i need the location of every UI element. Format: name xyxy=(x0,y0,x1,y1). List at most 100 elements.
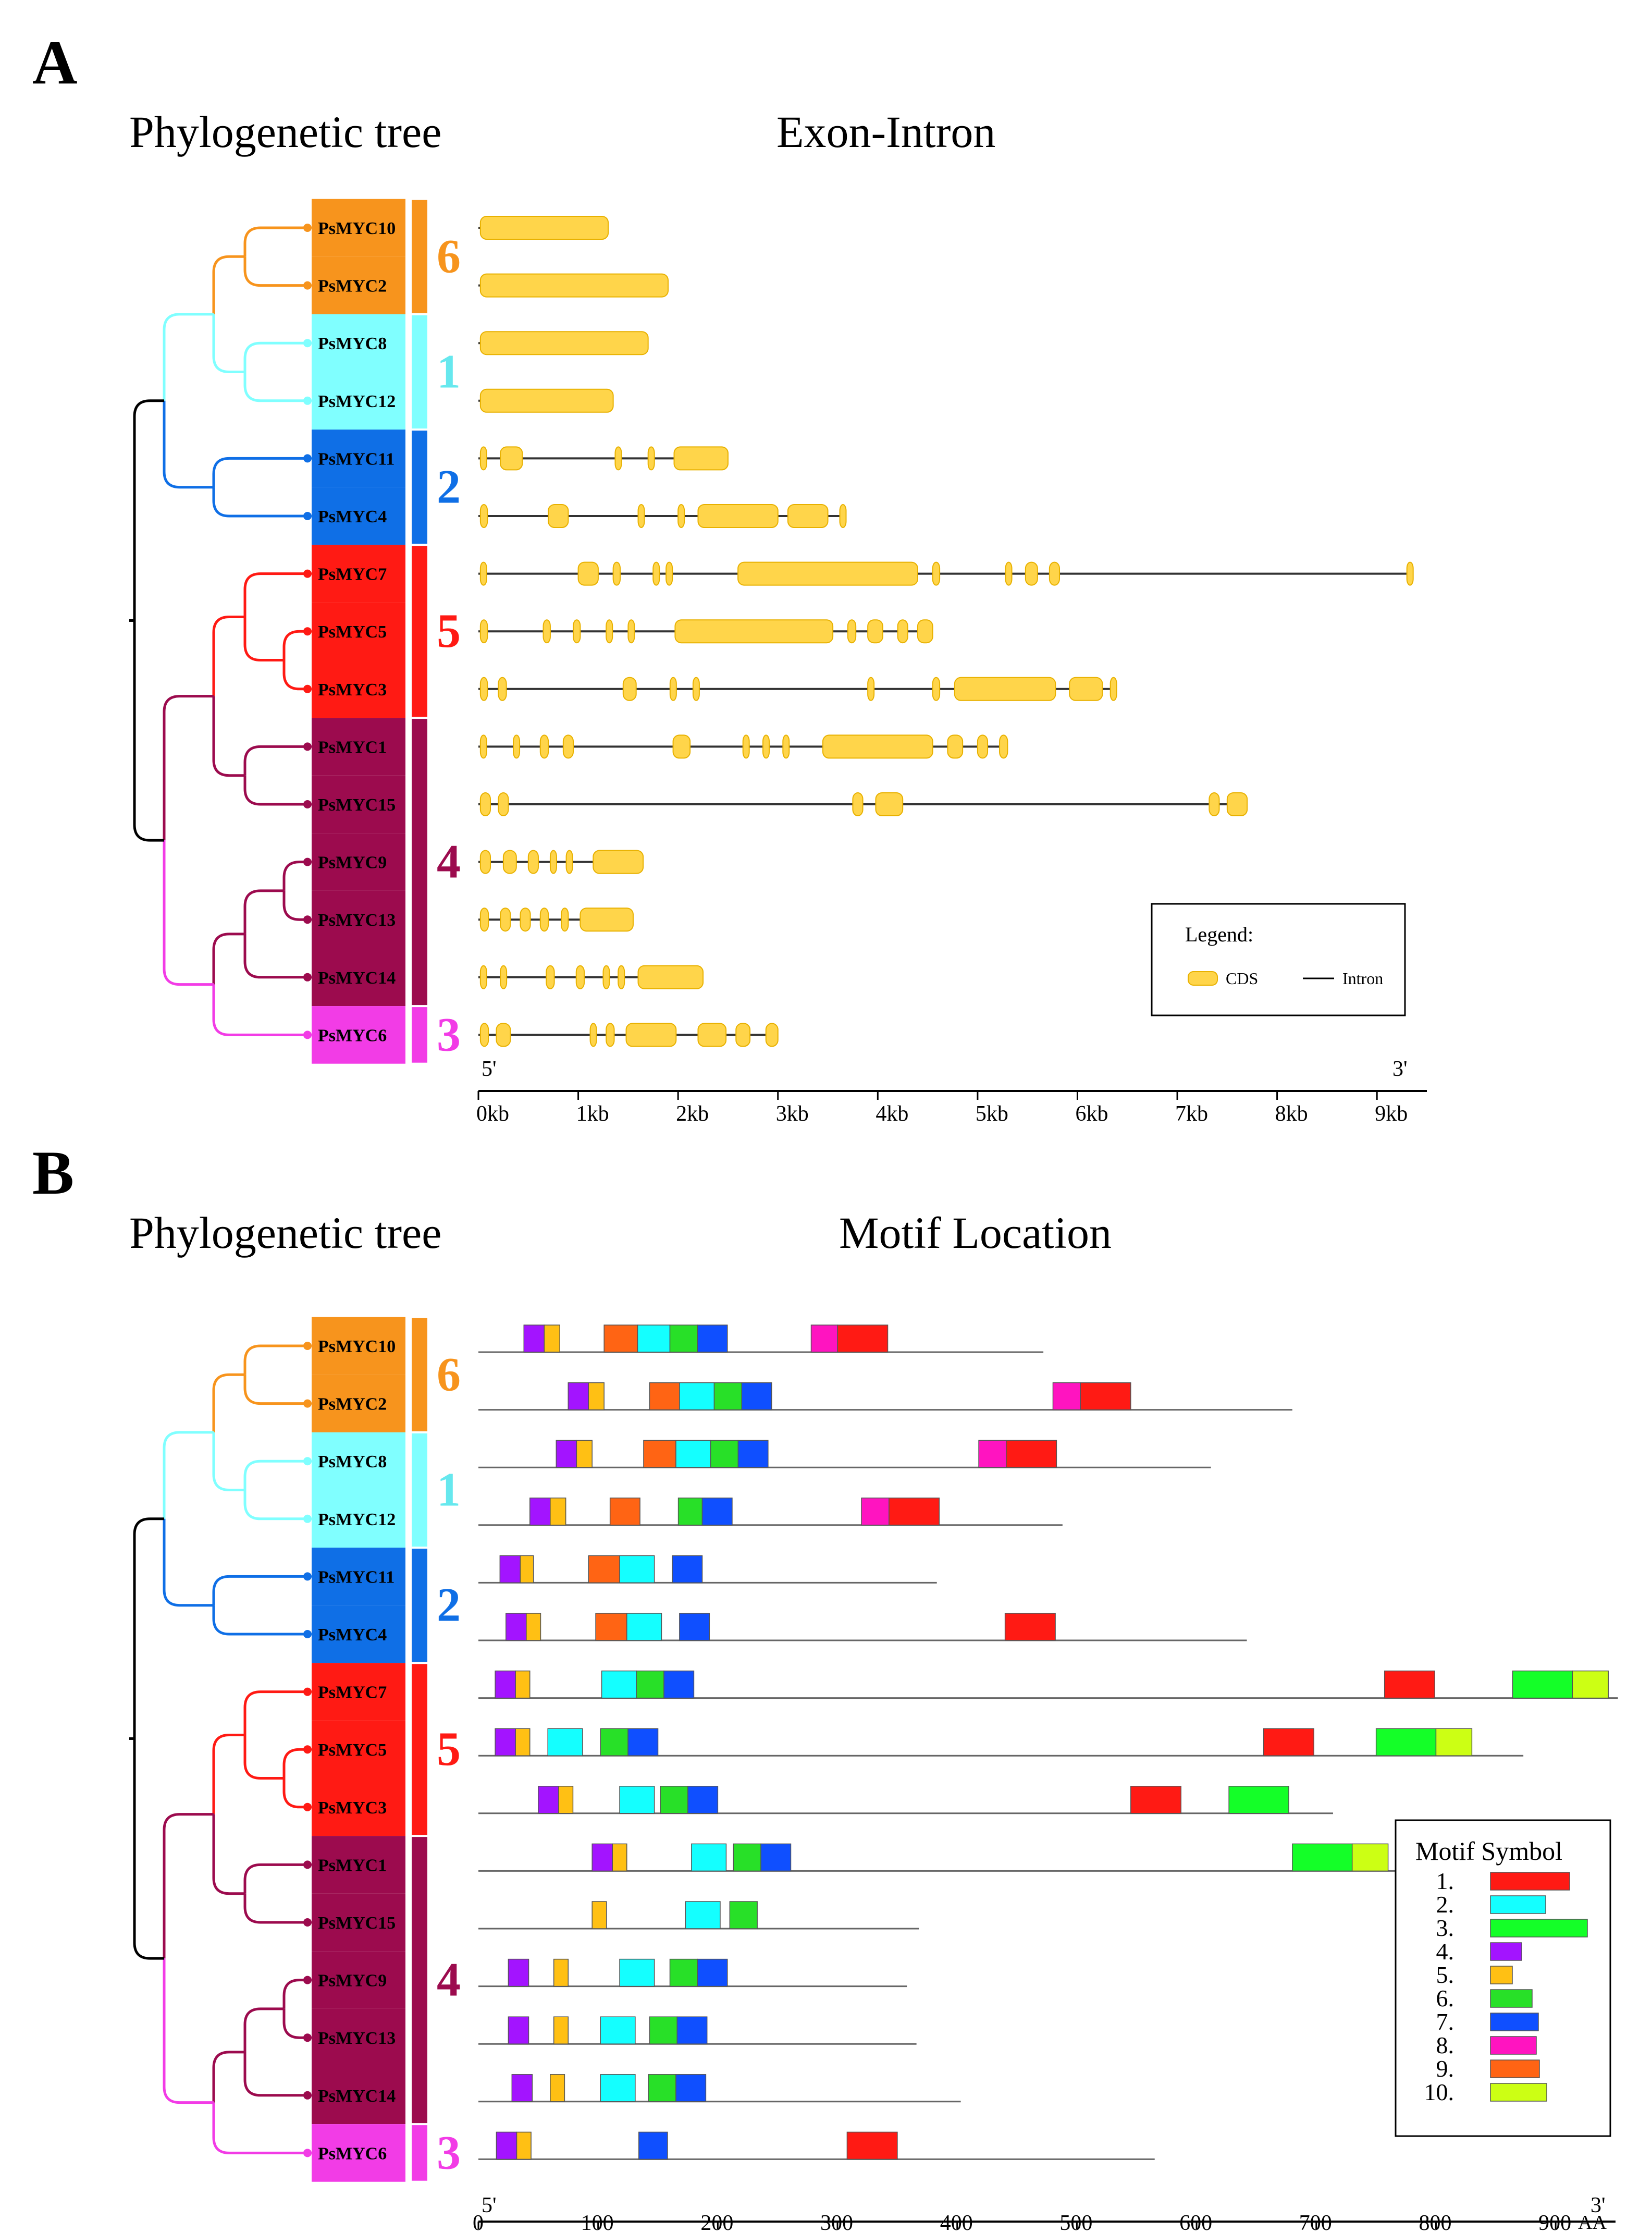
motif-track-row xyxy=(478,2074,961,2103)
motif-legend-swatch xyxy=(1490,2013,1539,2031)
motif-5-box xyxy=(576,1440,593,1468)
tree-branch xyxy=(163,840,214,986)
cds-exon xyxy=(735,1023,751,1047)
tree-leaf-node xyxy=(303,800,312,808)
gene-label-box xyxy=(312,1893,405,1952)
tree-branch xyxy=(243,1735,284,1780)
motif-4-box xyxy=(495,1728,516,1756)
cds-exon xyxy=(539,907,549,932)
group-number: 2 xyxy=(437,1578,461,1632)
tree-branch xyxy=(243,256,307,287)
cds-exon xyxy=(614,446,622,471)
motif-1-box xyxy=(846,2131,898,2160)
cds-exon xyxy=(527,850,539,874)
motif-6-box xyxy=(669,1958,698,1987)
gene-label: PsMYC3 xyxy=(318,1798,387,1818)
group-number: 1 xyxy=(437,1463,461,1516)
cds-exon xyxy=(543,619,551,644)
gene-label: PsMYC12 xyxy=(318,1510,396,1529)
tree-branch xyxy=(163,695,214,841)
motif-2-box xyxy=(547,1728,583,1756)
tree-leaf-node xyxy=(303,1918,312,1927)
cds-exon xyxy=(637,965,704,989)
tree-leaf-node xyxy=(303,973,312,982)
gene-label: PsMYC15 xyxy=(318,795,396,815)
cds-exon xyxy=(669,677,677,701)
motif-2-box xyxy=(679,1382,715,1411)
cds-exon xyxy=(637,504,645,528)
motif-2-box xyxy=(619,1555,655,1584)
tree-leaf-node xyxy=(303,1031,312,1039)
motif-7-box xyxy=(672,1555,703,1584)
motif-4-box xyxy=(529,1498,551,1526)
cds-exon xyxy=(947,734,964,759)
motif-2-box xyxy=(637,1325,671,1353)
gene-structure-row xyxy=(478,561,1414,586)
motif-1-box xyxy=(889,1498,940,1526)
motif-10-box xyxy=(1351,1843,1389,1872)
cds-exon xyxy=(602,965,610,989)
axis-tick-label: 700 xyxy=(1299,2211,1332,2232)
tree-branch xyxy=(243,2007,284,2052)
tree-branch xyxy=(282,660,307,691)
tree-branch xyxy=(282,1748,307,1779)
motif-5-box xyxy=(612,1843,627,1872)
tree-branch xyxy=(243,889,284,934)
tree-branch xyxy=(243,1893,307,1924)
tree-branch xyxy=(212,1734,245,1814)
motif-5-box xyxy=(520,1555,534,1584)
gene-label-box xyxy=(312,660,405,718)
tree-leaf-node xyxy=(303,2091,312,2100)
motif-symbol-legend: Motif Symbol 1.2.3.4.5.6.7.8.9.10. xyxy=(1395,1819,1611,2137)
motif-7-box xyxy=(697,1958,728,1987)
motif-1-box xyxy=(1004,1613,1056,1641)
gene-structure-row xyxy=(478,273,669,298)
motif-2-box xyxy=(600,2074,636,2102)
tree-branch xyxy=(212,255,245,314)
gene-label: PsMYC11 xyxy=(318,449,394,469)
gene-label-box xyxy=(312,602,405,660)
gene-label: PsMYC13 xyxy=(318,911,396,930)
axis-tick-label: 6kb xyxy=(1075,1102,1108,1126)
tree-branch xyxy=(163,1518,214,1607)
group-bar xyxy=(412,200,427,313)
tree-branch xyxy=(163,1958,214,2104)
gene-label: PsMYC5 xyxy=(318,1740,387,1760)
gene-label: PsMYC5 xyxy=(318,622,387,642)
motif-4-box xyxy=(508,1958,529,1987)
tree-branch xyxy=(212,1605,307,1636)
tree-branch xyxy=(212,1373,245,1432)
panel-a-exon-intron-structures xyxy=(478,216,1414,1047)
motif-4-box xyxy=(523,1325,545,1353)
panel-a-tree-title: Phylogenetic tree xyxy=(129,107,441,157)
tree-leaf-node xyxy=(303,1572,312,1581)
panel-b-letter: B xyxy=(32,1138,74,1207)
panel-b-gene-label-boxes: PsMYC10PsMYC2PsMYC8PsMYC12PsMYC11PsMYC4P… xyxy=(312,1317,461,2182)
tree-branch xyxy=(212,984,307,1036)
tree-branch xyxy=(243,572,307,617)
cds-exon xyxy=(742,734,750,759)
gene-label-box xyxy=(312,1663,405,1721)
axis-tick-label: 5kb xyxy=(976,1102,1008,1126)
group-number: 2 xyxy=(437,460,461,513)
tree-leaf-node xyxy=(303,281,312,290)
tree-branch xyxy=(282,1979,307,2009)
tree-branch xyxy=(282,1778,307,1809)
motif-track-row xyxy=(478,1325,1044,1353)
cds-exon xyxy=(867,619,883,644)
cds-exon xyxy=(479,907,489,932)
panel-a-legend-title: Legend: xyxy=(1185,923,1253,946)
axis-tick-label: 100 xyxy=(581,2211,614,2232)
motif-6-box xyxy=(729,1901,758,1929)
motif-5-box xyxy=(515,1728,531,1756)
motif-4-box xyxy=(495,1670,516,1699)
cds-exon xyxy=(479,504,488,528)
motif-5-box xyxy=(553,1958,569,1987)
group-bar xyxy=(412,719,427,1005)
gene-structure-row xyxy=(478,907,634,932)
motif-legend-swatch xyxy=(1490,2083,1547,2102)
tree-leaf-node xyxy=(303,1860,312,1869)
tree-branch xyxy=(243,341,307,372)
cds-exon xyxy=(575,965,585,989)
